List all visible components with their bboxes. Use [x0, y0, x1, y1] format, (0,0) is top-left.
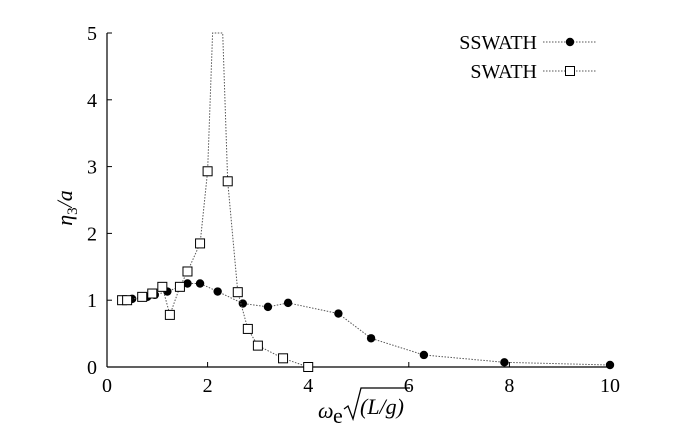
y-tick-label: 4	[87, 90, 97, 112]
y-axis-title: η3/a	[52, 190, 81, 226]
data-point	[419, 350, 429, 360]
data-point	[500, 358, 509, 367]
y-axis-title-subscript: 3	[65, 207, 81, 215]
legend-marker	[565, 37, 575, 47]
y-tick-label: 3	[87, 157, 97, 179]
data-point	[242, 323, 253, 334]
legend-label: SWATH	[470, 61, 537, 83]
y-tick-label: 1	[87, 290, 97, 312]
legend-marker	[565, 66, 575, 76]
legend-label: SSWATH	[459, 32, 537, 54]
data-point	[232, 287, 243, 298]
data-point	[263, 302, 273, 312]
x-tick-label: 8	[504, 375, 514, 397]
data-point	[222, 176, 233, 187]
x-tick-label: 4	[303, 375, 313, 397]
data-point	[195, 279, 205, 288]
svg-text:(L/g): (L/g)	[360, 394, 404, 419]
axes: 0 2 4 6 8 10 0 1 2 3 4 5	[87, 23, 620, 397]
data-point	[252, 340, 263, 351]
svg-text:η3/a: η3/a	[52, 190, 81, 226]
series-sswath	[117, 279, 615, 370]
data-point	[183, 279, 192, 288]
data-point	[283, 298, 293, 308]
data-point	[278, 353, 289, 364]
legend: SSWATH SWATH	[459, 32, 596, 83]
svg-text:ω: ω	[318, 398, 334, 423]
data-point	[157, 281, 168, 292]
data-point	[147, 288, 158, 299]
y-tick-label: 0	[87, 357, 97, 379]
y-tick-label: 2	[87, 223, 97, 245]
data-point	[182, 266, 193, 277]
data-point	[605, 360, 615, 370]
data-point	[122, 295, 133, 306]
data-point	[366, 334, 376, 343]
legend-entry-sswath: SSWATH	[459, 32, 596, 54]
plot-area	[117, 32, 615, 372]
x-tick-label: 6	[404, 375, 414, 397]
legend-entry-swath: SWATH	[470, 61, 596, 83]
data-point	[174, 281, 185, 292]
x-axis-title: ω e (L/g)	[318, 387, 410, 428]
series-line-swath	[122, 32, 309, 368]
data-point	[164, 309, 175, 320]
y-axis-title-eta: η	[52, 215, 77, 226]
x-tick-label: 10	[600, 375, 620, 397]
data-point	[334, 309, 343, 318]
series-swath	[117, 32, 314, 372]
series-line-sswath	[122, 283, 611, 366]
svg-text:e: e	[333, 403, 343, 428]
x-tick-label: 2	[203, 375, 213, 397]
y-tick-label: 5	[87, 23, 97, 45]
data-point	[195, 238, 206, 249]
data-point	[303, 362, 314, 372]
data-point	[213, 287, 222, 296]
x-tick-label: 0	[102, 375, 112, 397]
data-point	[202, 166, 213, 177]
data-point	[137, 291, 148, 302]
